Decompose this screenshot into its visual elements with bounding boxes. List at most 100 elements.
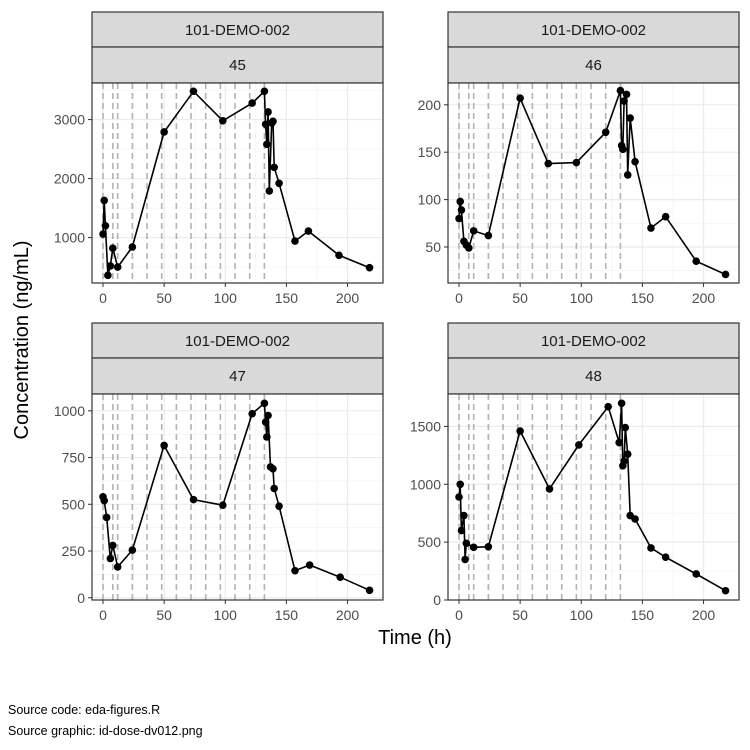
x-tick-label: 200: [336, 607, 360, 623]
x-tick-label: 50: [156, 290, 172, 306]
data-point: [275, 179, 283, 188]
y-tick-label: 3000: [54, 112, 85, 128]
y-tick-label: 50: [425, 239, 441, 255]
panel-background: [448, 394, 739, 600]
strip-top-label: 101-DEMO-002: [185, 22, 290, 39]
data-point: [456, 480, 465, 489]
caption-source-graphic: Source graphic: id-dose-dv012.png: [8, 724, 203, 738]
data-point: [455, 493, 463, 501]
data-point: [261, 120, 270, 129]
data-point: [264, 108, 272, 116]
x-tick-label: 100: [570, 607, 594, 623]
data-point: [516, 94, 524, 102]
data-point: [265, 187, 274, 195]
x-tick-label: 200: [692, 607, 716, 623]
x-tick-label: 150: [631, 607, 655, 623]
data-point: [305, 561, 314, 569]
y-tick-label: 1000: [54, 230, 85, 246]
y-tick-label: 250: [62, 543, 86, 559]
x-tick-label: 200: [692, 290, 716, 306]
data-point: [647, 224, 655, 232]
x-tick-label: 200: [336, 290, 360, 306]
data-point: [623, 450, 632, 458]
x-tick-label: 100: [214, 290, 238, 306]
data-point: [99, 230, 107, 238]
y-tick-label: 500: [62, 496, 86, 512]
data-point: [460, 511, 468, 520]
data-point: [623, 171, 632, 179]
y-tick-label: 1500: [410, 418, 441, 434]
strip-bottom: [91, 357, 384, 395]
data-point: [457, 206, 466, 214]
y-axis-title: Concentration (ng/mL): [11, 241, 33, 440]
data-point: [661, 212, 670, 221]
data-point: [101, 221, 110, 230]
data-point: [128, 546, 137, 554]
y-tick-label: 500: [418, 534, 442, 550]
data-point: [269, 464, 277, 473]
x-tick-label: 0: [99, 607, 107, 623]
x-tick-label: 100: [570, 290, 594, 306]
data-point: [160, 441, 168, 450]
panel-border: [91, 393, 384, 601]
data-point: [128, 243, 137, 251]
strip-top-label: 101-DEMO-002: [541, 333, 646, 350]
y-tick-label: 1000: [410, 476, 441, 492]
y-tick-label: 100: [418, 192, 442, 208]
data-point: [219, 116, 227, 125]
data-point: [572, 158, 581, 167]
data-point: [626, 114, 634, 122]
y-tick-label: 2000: [54, 171, 85, 187]
strip-top-label: 101-DEMO-002: [541, 22, 646, 39]
data-point: [545, 485, 554, 493]
data-point: [100, 196, 109, 205]
strip-bottom-label: 45: [229, 57, 246, 74]
data-point: [461, 555, 469, 564]
x-tick-label: 0: [455, 607, 463, 623]
strip-bottom-label: 47: [229, 368, 246, 385]
strip-bottom-label: 46: [585, 57, 602, 74]
x-tick-label: 150: [275, 607, 299, 623]
data-point: [263, 433, 271, 441]
concentration-line: [458, 403, 726, 592]
strip-top: [91, 11, 384, 48]
data-point: [462, 539, 471, 548]
data-point: [615, 438, 623, 447]
data-point: [113, 563, 122, 571]
data-point: [721, 270, 730, 279]
data-point: [365, 586, 374, 595]
x-axis-title: Time (h): [378, 627, 452, 649]
data-point: [270, 163, 278, 172]
x-tick-label: 50: [512, 290, 528, 306]
data-point: [365, 263, 374, 272]
data-point: [113, 263, 122, 271]
data-point: [104, 271, 112, 280]
data-point: [617, 399, 626, 408]
data-point: [457, 526, 466, 535]
data-point: [692, 257, 701, 265]
data-point: [544, 159, 553, 168]
y-tick-label: 0: [77, 590, 85, 606]
panel-46: 101-DEMO-002 46 50 100 150 200 0 50 100 150 200: [418, 11, 740, 306]
data-point: [484, 542, 493, 551]
y-tick-label: 150: [418, 144, 442, 160]
panel-48: 101-DEMO-002 48 0 500 1000 1500 0 50 100 150 200: [410, 322, 740, 623]
data-point: [647, 544, 655, 552]
x-tick-label: 50: [512, 607, 528, 623]
panel-background: [92, 394, 383, 600]
data-point: [261, 418, 270, 426]
data-point: [601, 128, 610, 137]
data-point: [108, 244, 117, 252]
data-point: [291, 566, 299, 575]
panel-border: [447, 82, 740, 284]
y-tick-label: 200: [418, 97, 442, 113]
y-tick-label: 0: [433, 592, 441, 608]
data-point: [160, 128, 168, 136]
data-point: [455, 214, 463, 223]
x-tick-label: 50: [156, 607, 172, 623]
data-point: [516, 427, 524, 435]
data-point: [291, 237, 299, 245]
data-point: [336, 573, 345, 581]
